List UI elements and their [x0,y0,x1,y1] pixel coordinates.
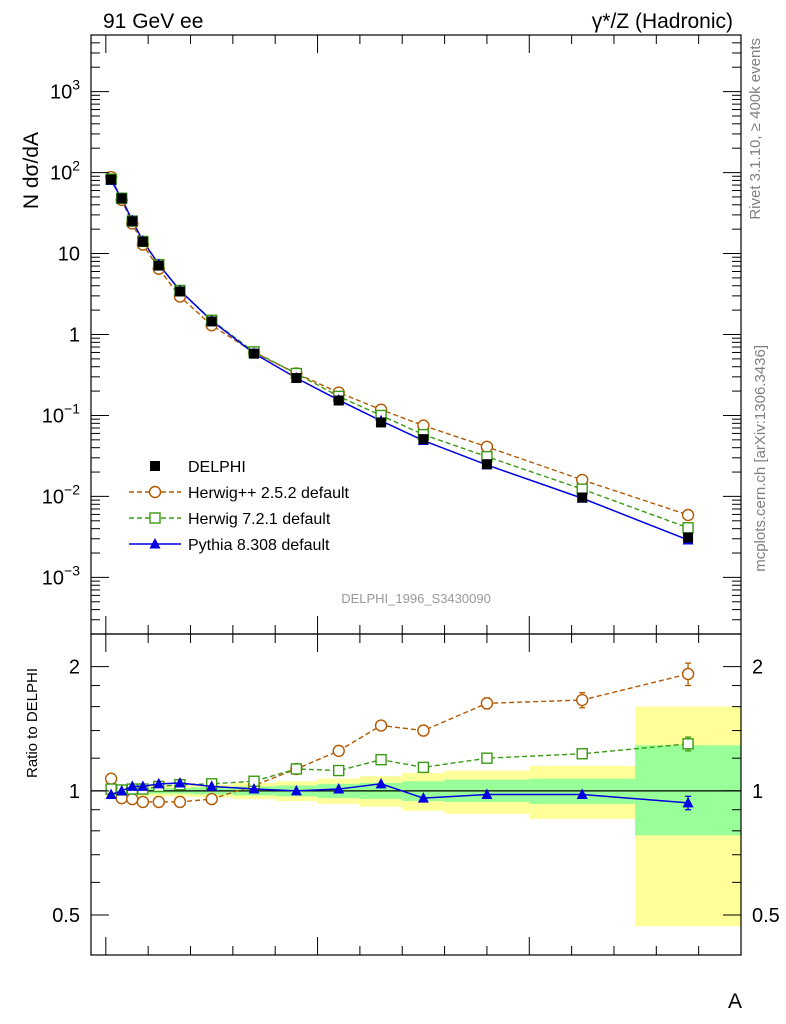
main-point-delphi [127,216,138,227]
ratio-point-pythia-8-308-default [481,788,493,799]
ratio-point-pythia-8-308-default [105,788,117,799]
main-y-tick-exponent: −1 [64,400,80,416]
ratio-point-herwig-2-5-2-default [332,744,345,758]
main-point-delphi [291,373,302,384]
legend-label: Pythia 8.308 default [188,537,330,554]
ratio-point-pythia-8-308-default [290,784,302,796]
ratio-y-tick-label-right: 1 [752,781,763,803]
main-y-tick-label: 10−3 [42,562,80,589]
main-y-tick-label: 10 [58,244,80,266]
main-line-herwig-2-5-2-default [110,176,689,516]
ratio-point-herwig-2-5-2-default [374,719,388,732]
main-point-herwig-2-5-2-default [480,440,494,454]
main-y-tick-exponent: −3 [64,562,80,578]
main-y-tick-base: 10 [50,163,72,185]
ratio-y-tick-label-left: 0.5 [52,905,80,927]
ratio-frame [90,633,742,956]
ratio-point-pythia-8-308-default [576,788,588,799]
ratio-y-tick-label-right: 0.5 [752,905,780,927]
ratio-y-tick-label-left: 2 [69,657,80,679]
main-point-delphi [683,532,694,543]
main-y-tick-exponent: −2 [64,481,80,497]
ratio-point-herwig-2-5-2-default [173,795,187,809]
ratio-point-herwig-7-2-1-default [375,753,387,766]
analysis-watermark: DELPHI_1996_S3430090 [341,591,491,606]
legend-label: Herwig 7.2.1 default [188,511,331,528]
ratio-point-pythia-8-308-default [248,783,260,794]
header-right-title: γ*/Z (Hadronic) [592,10,733,33]
ratio-point-herwig-2-5-2-default [681,667,695,681]
ratio-point-herwig-7-2-1-default [682,738,694,750]
ratio-y-axis-label: Ratio to DELPHI [24,668,41,778]
ratio-y-tick-label-left: 1 [69,781,80,803]
ratio-point-pythia-8-308-default [206,780,218,791]
ratio-point-pythia-8-308-default [174,776,186,788]
ratio-point-pythia-8-308-default [417,792,429,803]
main-point-delphi [577,492,588,503]
legend-marker-herwig-7-2-1-default [149,512,161,524]
ratio-point-pythia-8-308-default [137,780,149,791]
main-y-tick-base: 10 [42,405,64,427]
header-left-title: 91 GeV ee [103,10,203,33]
rivet-version-label: Rivet 3.1.10, ≥ 400k events [747,38,764,220]
main-point-delphi [206,316,217,327]
main-point-delphi [418,434,429,445]
legend-label: Herwig++ 2.5.2 default [188,485,350,502]
main-point-delphi [481,459,492,470]
main-point-delphi [116,193,127,204]
ratio-point-herwig-7-2-1-default [417,761,430,774]
ratio-point-pythia-8-308-default [375,777,387,789]
main-y-tick-label: 1 [69,325,80,347]
main-point-delphi [137,236,148,247]
ratio-point-herwig-2-5-2-default [480,697,494,710]
ratio-point-herwig-2-5-2-default [136,795,150,809]
legend-label: DELPHI [188,459,246,476]
ratio-point-pythia-8-308-default [126,780,138,791]
ratio-point-herwig-2-5-2-default [205,792,218,806]
ratio-point-pythia-8-308-default [333,783,345,794]
main-y-tick-base: 10 [42,486,64,508]
main-y-tick-label: 10−2 [42,481,80,508]
legend-marker-delphi [150,461,160,471]
main-point-delphi [174,286,185,297]
mcplots-label: mcplots.cern.ch [arXiv:1306.3436] [752,345,769,572]
ratio-point-herwig-2-5-2-default [417,724,430,737]
main-y-tick-exponent: 2 [72,158,80,174]
main-point-delphi [153,260,164,271]
legend-marker-pythia-8-308-default [149,538,161,549]
main-y-tick-exponent: 3 [72,77,80,93]
ratio-point-herwig-7-2-1-default [481,752,493,764]
main-y-tick-label: 103 [50,77,80,104]
main-point-herwig-2-5-2-default [681,508,695,522]
ratio-point-pythia-8-308-default [116,784,128,796]
main-point-delphi [106,174,117,185]
ratio-point-pythia-8-308-default [682,796,694,808]
ratio-point-herwig-2-5-2-default [576,693,589,707]
ratio-point-herwig-2-5-2-default [152,795,165,809]
main-y-axis-label: N dσ/dA [20,132,43,209]
ratio-point-herwig-7-2-1-default [576,748,588,760]
main-y-tick-label: 10−1 [42,400,80,427]
ratio-point-herwig-2-5-2-default [126,792,139,806]
x-axis-label: A [728,990,742,1013]
ratio-point-herwig-2-5-2-default [104,772,118,785]
legend-marker-herwig-2-5-2-default [148,485,162,499]
main-point-herwig-7-2-1-default [682,522,694,534]
ratio-y-tick-label-right: 2 [752,657,763,679]
main-point-delphi [376,417,387,428]
main-point-delphi [249,348,260,359]
main-y-tick-base: 10 [50,82,72,104]
main-point-delphi [333,395,344,406]
main-y-tick-label: 102 [50,158,80,185]
ratio-point-pythia-8-308-default [153,777,165,789]
main-y-tick-base: 10 [42,567,64,589]
ratio-point-herwig-7-2-1-default [333,764,345,777]
ratio-point-herwig-7-2-1-default [290,763,303,775]
